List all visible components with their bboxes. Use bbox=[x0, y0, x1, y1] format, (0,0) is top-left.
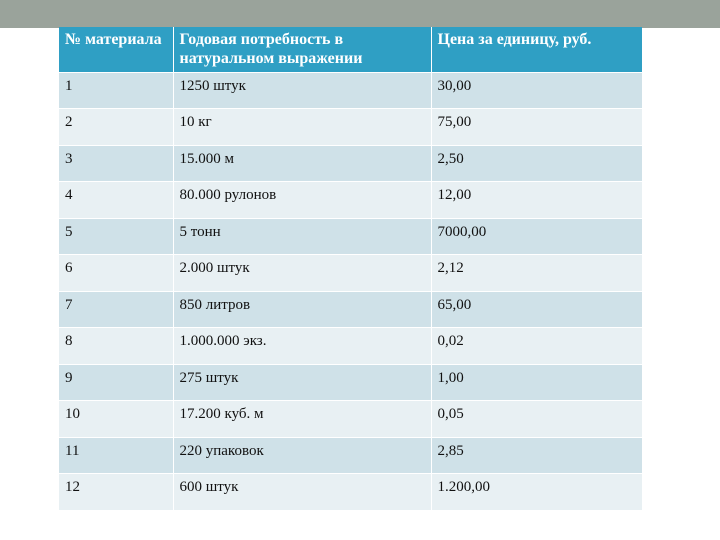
header-unit-price: Цена за единицу, руб. bbox=[437, 31, 592, 48]
table-row: 11 220 упаковок 2,85 bbox=[59, 437, 642, 474]
cell-material-number: 8 bbox=[59, 327, 174, 364]
cell-unit-price: 75,00 bbox=[437, 114, 472, 130]
cell-unit-price: 7000,00 bbox=[437, 223, 487, 240]
cell-annual-demand: 10 кг bbox=[173, 108, 432, 145]
cell-annual-demand: 1.000.000 экз. bbox=[173, 327, 432, 364]
cell-annual-demand: 600 штук bbox=[173, 473, 432, 510]
cell-material-number: 5 bbox=[59, 218, 174, 255]
cell-material-number: 6 bbox=[59, 254, 174, 291]
table-row: 2 10 кг 75,00 bbox=[59, 108, 642, 145]
cell-material-number: 3 bbox=[59, 145, 174, 182]
cell-unit-price: 2,12 bbox=[437, 260, 464, 276]
cell-annual-demand: 220 упаковок bbox=[173, 437, 432, 474]
table-row: 4 80.000 рулонов 12,00 bbox=[59, 181, 642, 218]
materials-table: № материала Годовая потребность в натура… bbox=[59, 27, 642, 510]
cell-material-number: 12 bbox=[59, 473, 174, 510]
cell-material-number: 4 bbox=[59, 181, 174, 218]
header-material-number: № материала bbox=[59, 27, 174, 72]
header-annual-demand: Годовая потребность в натуральном выраже… bbox=[173, 27, 432, 72]
cell-material-number: 2 bbox=[59, 108, 174, 145]
cell-unit-price: 1.200,00 bbox=[437, 479, 491, 495]
cell-annual-demand: 80.000 рулонов bbox=[173, 181, 432, 218]
table-row: 3 15.000 м 2,50 bbox=[59, 145, 642, 182]
cell-annual-demand: 15.000 м bbox=[173, 145, 432, 182]
cell-annual-demand: 5 тонн bbox=[173, 218, 432, 255]
cell-unit-price: 2,85 bbox=[437, 442, 464, 459]
cell-unit-price: 0,02 bbox=[437, 333, 464, 349]
cell-annual-demand: 1250 штук bbox=[173, 72, 432, 109]
cell-unit-price: 1,00 bbox=[437, 369, 464, 386]
cell-material-number: 9 bbox=[59, 364, 174, 401]
cell-annual-demand: 2.000 штук bbox=[173, 254, 432, 291]
table-row: 1 1250 штук 30,00 bbox=[59, 72, 642, 109]
table-row: 7 850 литров 65,00 bbox=[59, 291, 642, 328]
slide-top-bar bbox=[0, 0, 720, 28]
cell-unit-price: 2,50 bbox=[437, 150, 464, 167]
cell-material-number: 7 bbox=[59, 291, 174, 328]
cell-annual-demand: 850 литров bbox=[173, 291, 432, 328]
materials-table-container: № материала Годовая потребность в натура… bbox=[59, 27, 642, 510]
table-row: 6 2.000 штук 2,12 bbox=[59, 254, 642, 291]
cell-material-number: 10 bbox=[59, 400, 174, 437]
cell-material-number: 11 bbox=[59, 437, 174, 474]
cell-unit-price: 0,05 bbox=[437, 406, 464, 422]
cell-unit-price: 65,00 bbox=[437, 296, 472, 313]
cell-annual-demand: 275 штук bbox=[173, 364, 432, 401]
cell-unit-price: 12,00 bbox=[437, 187, 472, 203]
table-row: 9 275 штук 1,00 bbox=[59, 364, 642, 401]
cell-material-number: 1 bbox=[59, 72, 174, 109]
table-row: 8 1.000.000 экз. 0,02 bbox=[59, 327, 642, 364]
table-header-row: № материала Годовая потребность в натура… bbox=[59, 27, 642, 72]
table-row: 10 17.200 куб. м 0,05 bbox=[59, 400, 642, 437]
cell-unit-price: 30,00 bbox=[437, 77, 472, 94]
table-row: 5 5 тонн 7000,00 bbox=[59, 218, 642, 255]
table-row: 12 600 штук 1.200,00 bbox=[59, 473, 642, 510]
cell-annual-demand: 17.200 куб. м bbox=[173, 400, 432, 437]
